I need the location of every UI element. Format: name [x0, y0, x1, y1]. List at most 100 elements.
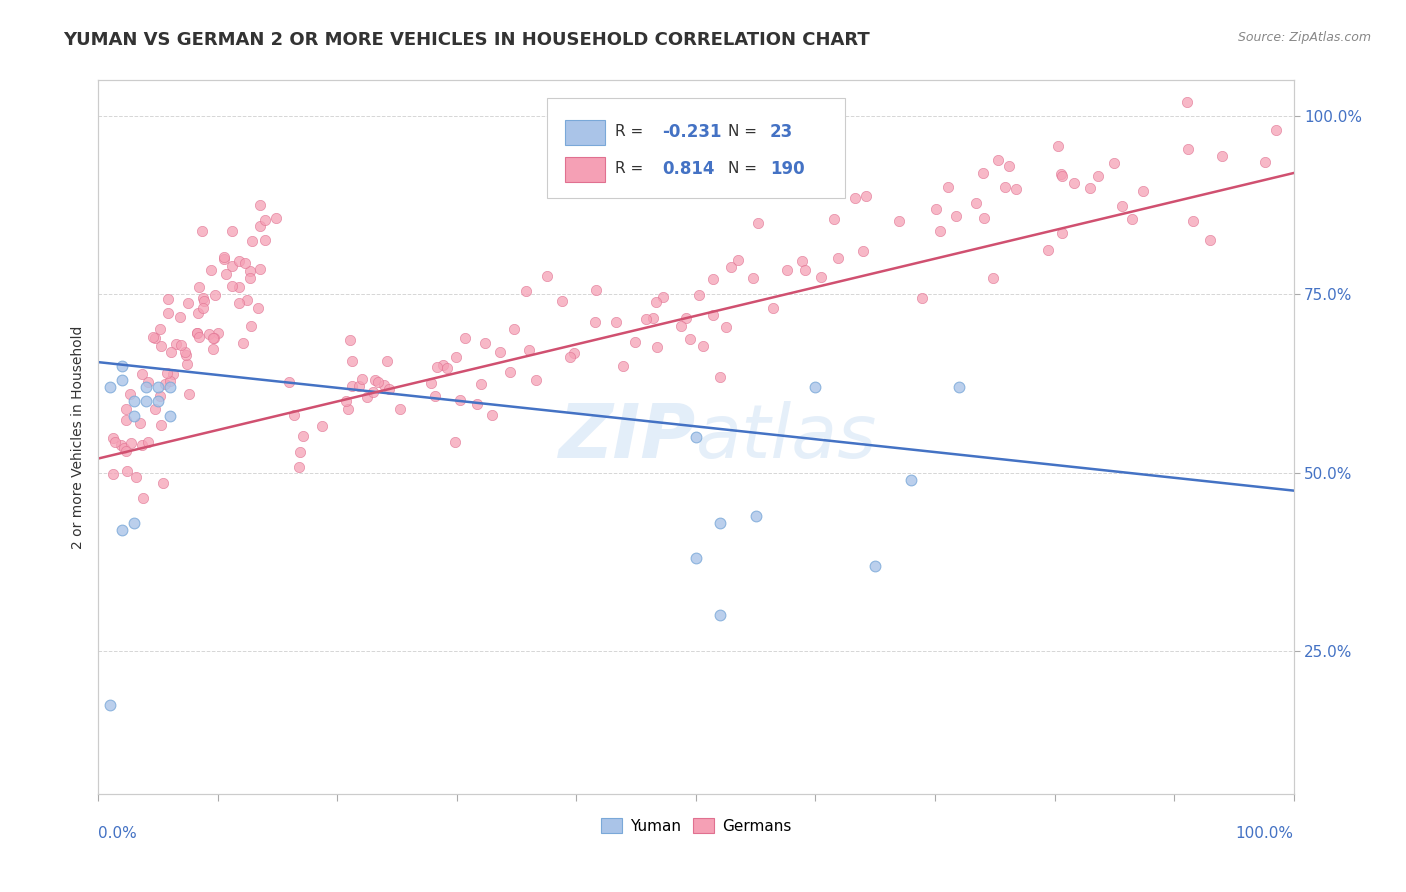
Point [135, 380, 157, 394]
Point [612, 359, 634, 373]
Point [1038, 243, 1060, 257]
Point [156, 366, 179, 380]
Point [233, 256, 256, 270]
Point [911, 291, 934, 305]
Point [207, 326, 229, 341]
Point [714, 320, 737, 334]
Point [129, 416, 152, 430]
Point [156, 306, 179, 320]
Point [669, 318, 692, 333]
Point [98, 698, 122, 712]
Point [204, 288, 226, 302]
Point [186, 326, 208, 341]
Point [1132, 184, 1154, 198]
Text: YUMAN VS GERMAN 2 OR MORE VEHICLES IN HOUSEHOLD CORRELATION CHART: YUMAN VS GERMAN 2 OR MORE VEHICLES IN HO… [63, 31, 870, 49]
Point [352, 372, 374, 386]
Point [135, 394, 157, 409]
Point [232, 335, 254, 350]
Point [124, 516, 146, 530]
Point [242, 234, 264, 248]
Point [465, 397, 488, 411]
Point [214, 252, 236, 266]
Point [340, 354, 363, 368]
Point [702, 272, 724, 286]
Point [188, 280, 211, 294]
Point [645, 295, 668, 310]
Point [1087, 169, 1109, 183]
Point [810, 269, 832, 284]
Point [179, 386, 201, 401]
Point [827, 251, 849, 265]
Text: atlas: atlas [696, 401, 877, 473]
Point [685, 551, 707, 566]
Point [470, 376, 492, 391]
Point [156, 292, 179, 306]
Text: 23: 23 [770, 123, 793, 141]
Point [159, 374, 181, 388]
Point [110, 438, 132, 452]
Point [160, 345, 183, 359]
Point [148, 394, 170, 409]
Point [852, 244, 875, 258]
Point [115, 464, 138, 478]
Point [742, 271, 765, 285]
Point [186, 326, 208, 340]
Point [720, 260, 742, 274]
Point [177, 296, 200, 310]
Point [191, 292, 214, 306]
Text: N =: N = [728, 124, 758, 139]
Legend: Yuman, Germans: Yuman, Germans [595, 812, 797, 839]
Point [709, 370, 731, 384]
Point [790, 253, 813, 268]
Point [120, 436, 142, 450]
Point [159, 409, 181, 423]
Point [688, 287, 710, 301]
Point [152, 475, 174, 490]
Point [239, 319, 262, 334]
Point [228, 280, 250, 294]
Point [449, 393, 471, 408]
Point [702, 308, 724, 322]
Point [191, 301, 214, 316]
Point [249, 198, 271, 212]
Point [709, 516, 731, 530]
Point [489, 345, 512, 359]
Point [965, 196, 987, 211]
Point [426, 360, 449, 375]
Point [375, 354, 398, 368]
Point [131, 367, 153, 381]
Point [264, 211, 287, 225]
Point [474, 336, 496, 351]
Point [378, 382, 401, 396]
Point [747, 216, 769, 230]
Point [228, 254, 250, 268]
Point [692, 338, 714, 352]
Y-axis label: 2 or more Vehicles in Household: 2 or more Vehicles in Household [72, 326, 86, 549]
Point [363, 384, 385, 399]
Text: R =: R = [614, 124, 643, 139]
Point [143, 331, 166, 345]
Point [389, 402, 412, 417]
Point [136, 376, 159, 390]
Point [583, 315, 606, 329]
Point [423, 389, 446, 403]
Point [149, 389, 172, 403]
Text: 0.814: 0.814 [662, 160, 716, 178]
Point [634, 311, 657, 326]
Point [288, 459, 311, 474]
Point [844, 190, 866, 204]
Point [823, 212, 845, 227]
Point [136, 434, 159, 449]
Point [114, 413, 136, 427]
Point [443, 434, 465, 449]
Point [936, 180, 959, 194]
Point [536, 268, 558, 283]
Point [342, 379, 364, 393]
Point [994, 179, 1017, 194]
Point [191, 224, 214, 238]
Point [142, 330, 165, 344]
Text: 0.0%: 0.0% [98, 826, 138, 841]
FancyBboxPatch shape [547, 98, 845, 198]
Point [201, 343, 224, 357]
Point [198, 326, 221, 341]
